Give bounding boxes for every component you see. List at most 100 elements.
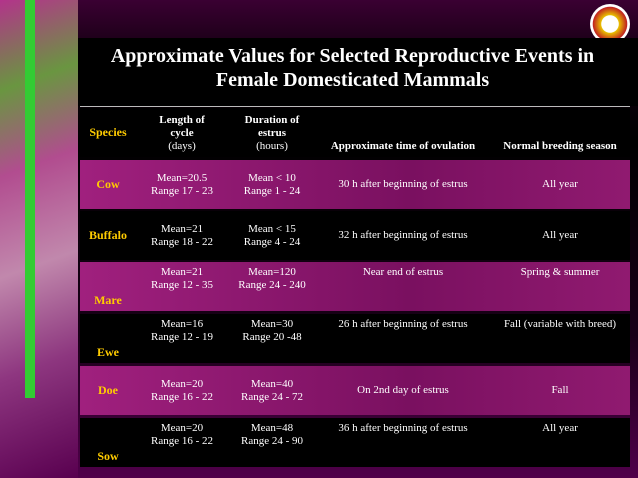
cell: 36 h after beginning of estrus bbox=[316, 418, 490, 467]
table-row: Mare Mean=21 Range 12 - 35 Mean=120 Range 24… bbox=[80, 262, 630, 311]
cell-text: Range 20 -48 bbox=[242, 331, 302, 343]
cell-text: Range 24 - 240 bbox=[238, 279, 306, 291]
cell-text: Mean=20 bbox=[160, 422, 204, 434]
cell-text: Range 24 - 72 bbox=[240, 390, 303, 403]
logo bbox=[590, 4, 630, 44]
species-name: Cow bbox=[96, 177, 120, 191]
cell-text: Mean=48 bbox=[250, 422, 294, 434]
cell-text: Mean=30 bbox=[250, 318, 294, 330]
cell: 32 h after beginning of estrus bbox=[316, 211, 490, 260]
cell-text: All year bbox=[542, 422, 578, 434]
cell: Spring & summer bbox=[490, 262, 630, 311]
cell: Mean=48 Range 24 - 90 bbox=[228, 418, 316, 467]
cell: Mean=16 Range 12 - 19 bbox=[136, 314, 228, 363]
cell: On 2nd day of estrus bbox=[316, 366, 490, 415]
species-name: Mare bbox=[94, 293, 122, 307]
cell-text: Fall bbox=[551, 384, 569, 396]
species-name: Ewe bbox=[97, 345, 119, 359]
header-text: estrus bbox=[257, 127, 287, 139]
cell-text: Range 16 - 22 bbox=[150, 435, 213, 447]
header-text: cycle bbox=[170, 127, 194, 139]
header-text: Approximate time of ovulation bbox=[330, 140, 476, 152]
header-text: Species bbox=[89, 125, 127, 139]
header-cell: Normal breeding season bbox=[490, 108, 630, 157]
cell: Fall (variable with breed) bbox=[490, 314, 630, 363]
cell: Sow bbox=[80, 418, 136, 467]
cell-text: Range 12 - 19 bbox=[150, 331, 213, 343]
cell: Mean < 15 Range 4 - 24 bbox=[228, 211, 316, 260]
cell-text: Mean=21 bbox=[160, 266, 204, 278]
header-text: Normal breeding season bbox=[503, 140, 617, 152]
cell: Mean=21 Range 12 - 35 bbox=[136, 262, 228, 311]
title-line: Female Domesticated Mammals bbox=[215, 69, 490, 91]
cell-text: Mean < 15 bbox=[248, 222, 296, 235]
cell-text: 36 h after beginning of estrus bbox=[338, 422, 468, 434]
cell: All year bbox=[490, 418, 630, 467]
cell-text: Spring & summer bbox=[520, 266, 600, 278]
cell-text: All year bbox=[542, 178, 578, 190]
cell-text: Mean=21 bbox=[160, 222, 204, 235]
cell-text: Range 24 - 90 bbox=[240, 435, 303, 447]
cell-text: 32 h after beginning of estrus bbox=[338, 229, 468, 241]
header-text: (hours) bbox=[256, 140, 288, 152]
table-row: Ewe Mean=16 Range 12 - 19 Mean=30 Range 20 -… bbox=[80, 314, 630, 363]
cell: Mean=30 Range 20 -48 bbox=[228, 314, 316, 363]
header-cell: Length of cycle (days) bbox=[136, 108, 228, 157]
table-row: Doe Mean=20 Range 16 - 22 Mean=40 Range 24 -… bbox=[80, 366, 630, 415]
cell-text: Mean=20.5 bbox=[156, 171, 208, 184]
cell: All year bbox=[490, 211, 630, 260]
title-rule bbox=[80, 106, 630, 107]
green-bar bbox=[25, 0, 35, 398]
cell-text: Mean=16 bbox=[160, 318, 204, 330]
cell-text: Mean=40 bbox=[250, 377, 294, 390]
header-cell: Species bbox=[80, 108, 136, 157]
table-row: Buffalo Mean=21 Range 18 - 22 Mean < 15 Rang… bbox=[80, 211, 630, 260]
cell-text: 26 h after beginning of estrus bbox=[338, 318, 468, 330]
cell: Doe bbox=[80, 366, 136, 415]
cell: Mean=40 Range 24 - 72 bbox=[228, 366, 316, 415]
cell-text: Range 18 - 22 bbox=[150, 235, 213, 248]
cell-text: Mean < 10 bbox=[248, 171, 296, 184]
decorative-strip bbox=[0, 0, 78, 478]
cell-text: Range 1 - 24 bbox=[243, 184, 301, 197]
cell-text: Near end of estrus bbox=[362, 266, 444, 278]
cell-text: On 2nd day of estrus bbox=[357, 384, 449, 396]
table-row: Sow Mean=20 Range 16 - 22 Mean=48 Range 24 -… bbox=[80, 418, 630, 467]
cell: Mean=21 Range 18 - 22 bbox=[136, 211, 228, 260]
cell: Cow bbox=[80, 160, 136, 209]
cell: 26 h after beginning of estrus bbox=[316, 314, 490, 363]
cell-text: All year bbox=[542, 229, 578, 241]
header-text: Duration of bbox=[244, 114, 300, 126]
cell-text: Range 12 - 35 bbox=[150, 279, 213, 291]
cell-text: Range 16 - 22 bbox=[150, 390, 213, 403]
cell: All year bbox=[490, 160, 630, 209]
cell-text: Mean=120 bbox=[248, 266, 296, 278]
species-name: Doe bbox=[98, 383, 118, 397]
cell: Mean < 10 Range 1 - 24 bbox=[228, 160, 316, 209]
cell-text: Mean=20 bbox=[160, 377, 204, 390]
cell: Mean=120 Range 24 - 240 bbox=[228, 262, 316, 311]
cell: Mean=20.5 Range 17 - 23 bbox=[136, 160, 228, 209]
cell-text: Range 4 - 24 bbox=[243, 235, 301, 248]
title-band bbox=[78, 38, 638, 106]
cell: Mean=20 Range 16 - 22 bbox=[136, 366, 228, 415]
header-cell: Duration of estrus (hours) bbox=[228, 108, 316, 157]
cell: Fall bbox=[490, 366, 630, 415]
slide-title: Approximate Values for Selected Reproduc… bbox=[80, 44, 625, 92]
cell: Ewe bbox=[80, 314, 136, 363]
cell: Mean=20 Range 16 - 22 bbox=[136, 418, 228, 467]
species-name: Sow bbox=[97, 449, 119, 463]
species-name: Buffalo bbox=[88, 228, 127, 242]
header-text: (days) bbox=[168, 140, 196, 152]
header-text: Length of bbox=[159, 114, 205, 126]
cell-text: Range 17 - 23 bbox=[150, 184, 213, 197]
cell: Buffalo bbox=[80, 211, 136, 260]
cell: Near end of estrus bbox=[316, 262, 490, 311]
cell: Mare bbox=[80, 262, 136, 311]
cell: 30 h after beginning of estrus bbox=[316, 160, 490, 209]
table-row: Cow Mean=20.5 Range 17 - 23 Mean < 10 Range … bbox=[80, 160, 630, 209]
title-line: Approximate Values for Selected Reproduc… bbox=[110, 45, 595, 67]
cell-text: 30 h after beginning of estrus bbox=[338, 178, 468, 190]
header-row: Species Length of cycle (days) Duration of es… bbox=[80, 108, 630, 157]
